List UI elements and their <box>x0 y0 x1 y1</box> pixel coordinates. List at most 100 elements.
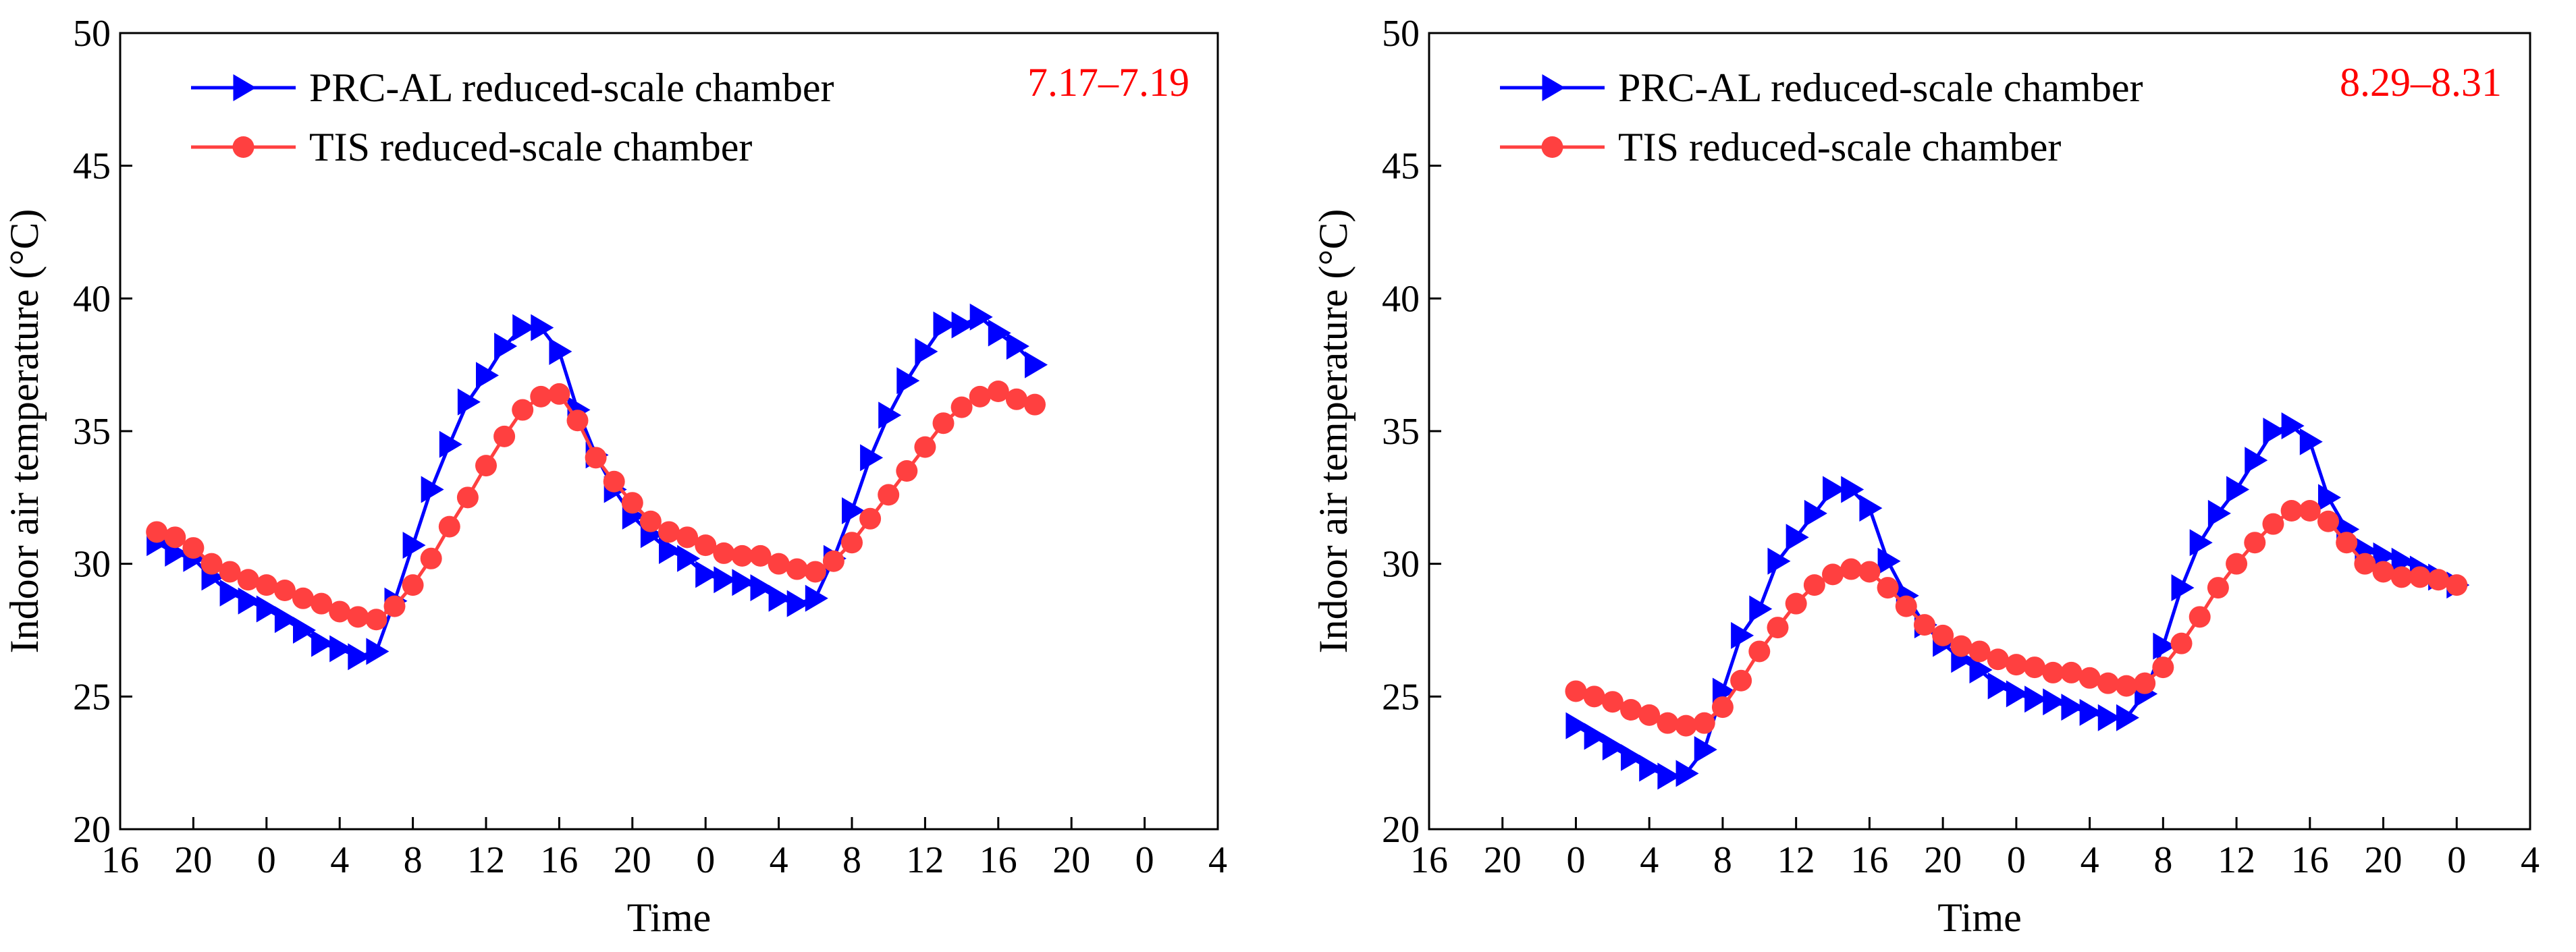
data-point <box>1601 691 1624 713</box>
data-point <box>237 569 259 591</box>
y-tick-label: 20 <box>1382 809 1420 851</box>
x-axis-label: Time <box>1937 895 2022 940</box>
data-point <box>659 537 682 564</box>
data-point <box>603 470 625 493</box>
x-tick-label: 4 <box>1640 839 1659 881</box>
data-point <box>1711 696 1734 719</box>
data-point <box>402 532 426 559</box>
data-point <box>219 579 243 607</box>
data-point <box>146 521 168 543</box>
data-point <box>621 492 643 514</box>
data-point <box>860 444 884 472</box>
data-point <box>238 587 261 615</box>
x-tick-label: 20 <box>1924 839 1962 881</box>
data-point <box>768 553 790 575</box>
data-point <box>1025 351 1048 379</box>
data-point <box>1840 558 1862 580</box>
data-point <box>585 447 607 469</box>
data-point <box>2354 553 2376 575</box>
data-point <box>457 388 481 416</box>
x-tick-label: 0 <box>1566 839 1585 881</box>
y-tick-label: 30 <box>73 544 111 586</box>
data-point <box>348 643 371 671</box>
x-axis-label: Time <box>627 895 712 940</box>
data-point <box>2299 428 2323 455</box>
legend-marker <box>1542 74 1565 101</box>
data-point <box>1822 563 1844 586</box>
data-point <box>549 338 572 365</box>
data-point <box>676 526 699 549</box>
data-point <box>915 338 938 365</box>
data-point <box>2409 566 2431 588</box>
data-point <box>2262 513 2284 535</box>
legend-label: PRC-AL reduced-scale chamber <box>1618 65 2143 110</box>
data-point <box>366 638 390 665</box>
data-point <box>1950 635 1973 657</box>
data-point <box>512 314 536 341</box>
data-point <box>2280 500 2303 522</box>
data-point <box>2153 632 2176 660</box>
data-point <box>293 617 316 644</box>
data-point <box>1785 592 1807 615</box>
data-point <box>402 574 424 596</box>
data-point <box>786 558 808 580</box>
data-point <box>2281 412 2305 440</box>
y-axis-label: Indoor air temperature (°C) <box>1311 209 1356 654</box>
x-tick-label: 8 <box>842 839 861 881</box>
data-point <box>2317 510 2339 532</box>
data-point <box>1823 476 1846 503</box>
x-tick-label: 16 <box>980 839 1017 881</box>
x-tick-label: 0 <box>696 839 715 881</box>
data-point <box>2134 672 2156 694</box>
data-point <box>933 311 957 339</box>
data-point <box>988 319 1011 347</box>
data-point <box>420 547 442 569</box>
data-point <box>219 561 241 583</box>
data-point <box>1913 614 1935 636</box>
data-point <box>383 595 406 617</box>
data-point <box>2189 606 2211 628</box>
data-point <box>1786 524 1809 551</box>
x-tick-label: 4 <box>770 839 788 881</box>
data-point <box>1767 547 1791 575</box>
data-point <box>1895 595 1917 617</box>
data-point <box>950 396 973 418</box>
x-tick-label: 0 <box>257 839 276 881</box>
data-point <box>439 430 462 458</box>
x-tick-label: 8 <box>1713 839 1732 881</box>
data-point <box>1584 723 1607 750</box>
chart-1: 16 20 0 4 8 12 16 20 0 4 8 12 16 20 0 420253035404550Ti… <box>2 13 1227 940</box>
data-point <box>2060 661 2083 683</box>
data-point <box>1675 760 1699 787</box>
data-point <box>878 484 900 506</box>
data-point <box>1859 495 1883 522</box>
data-point <box>2299 500 2321 522</box>
y-tick-label: 35 <box>1382 411 1420 453</box>
data-point <box>1638 704 1661 726</box>
data-point <box>2061 694 2085 721</box>
data-point <box>1877 547 1901 575</box>
data-point <box>713 542 735 564</box>
chart-2: 16 20 0 4 8 12 16 20 0 4 8 12 16 20 0 420253035404550Ti… <box>1311 13 2540 940</box>
data-point <box>842 497 865 524</box>
data-point <box>1767 617 1789 639</box>
data-point <box>639 510 662 532</box>
data-point <box>200 553 223 575</box>
data-point <box>512 399 534 421</box>
data-point <box>951 311 975 339</box>
data-point <box>2043 688 2066 716</box>
data-point <box>896 460 918 482</box>
data-point <box>1730 669 1752 692</box>
y-tick-label: 30 <box>1382 544 1420 586</box>
data-point <box>1803 574 1825 596</box>
data-point <box>1657 712 1679 734</box>
data-point <box>841 532 863 554</box>
data-point <box>695 561 719 588</box>
data-point <box>476 362 499 389</box>
data-point <box>1657 762 1681 790</box>
legend-marker <box>232 136 254 158</box>
series-tis: TIS reduced-scale chamber <box>1500 125 2468 737</box>
data-point <box>804 561 826 583</box>
x-tick-label: 16 <box>2291 839 2329 881</box>
data-point <box>2372 561 2394 583</box>
